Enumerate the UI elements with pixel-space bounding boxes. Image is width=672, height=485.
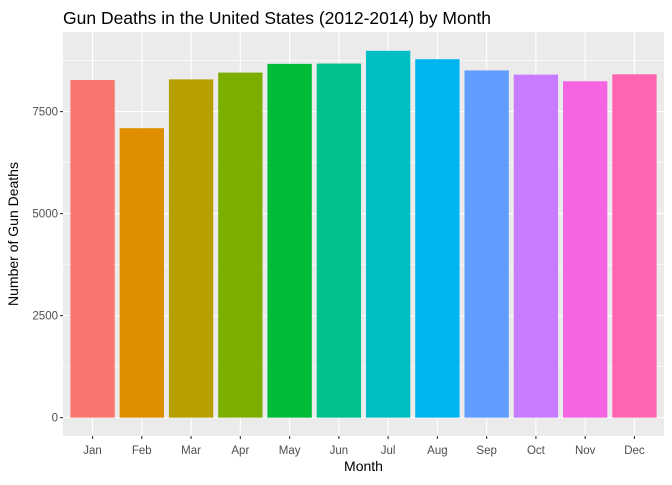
x-tick-label: Jul [381, 445, 396, 457]
x-tick-label: Jan [83, 445, 102, 457]
x-tick-label: Mar [181, 445, 201, 457]
bar-oct [513, 74, 559, 418]
bar-sep [464, 70, 509, 418]
x-tick-label: Oct [527, 445, 546, 457]
bar-mar [168, 79, 214, 418]
y-tick-label: 7500 [32, 107, 58, 119]
bar-jan [70, 80, 115, 418]
y-axis-title: Number of Gun Deaths [5, 162, 21, 306]
x-tick-label: Aug [427, 445, 447, 457]
bar-jul [365, 50, 411, 418]
bar-dec [612, 74, 657, 418]
x-tick-label: Nov [575, 445, 596, 457]
bar-feb [119, 128, 164, 418]
x-tick-label: May [279, 445, 301, 457]
x-axis-title: Month [344, 458, 383, 474]
y-tick-label: 5000 [32, 209, 58, 221]
bar-may [267, 63, 312, 418]
axes: 0 2500 5000 7500 Jan Feb Mar Apr May Jun Jul Aug Sep… [32, 107, 645, 457]
chart-title: Gun Deaths in the United States (2012-20… [63, 8, 491, 28]
bars [70, 50, 657, 418]
x-tick-label: Dec [624, 445, 645, 457]
x-tick-label: Sep [476, 445, 496, 457]
y-tick-label: 0 [52, 413, 58, 425]
x-tick-label: Apr [231, 445, 249, 457]
bar-apr [218, 72, 263, 418]
bar-nov [563, 81, 608, 418]
bar-jun [316, 63, 362, 418]
x-tick-label: Jun [330, 445, 349, 457]
y-tick-label: 2500 [32, 311, 58, 323]
x-tick-label: Feb [132, 445, 152, 457]
bar-aug [415, 59, 460, 418]
